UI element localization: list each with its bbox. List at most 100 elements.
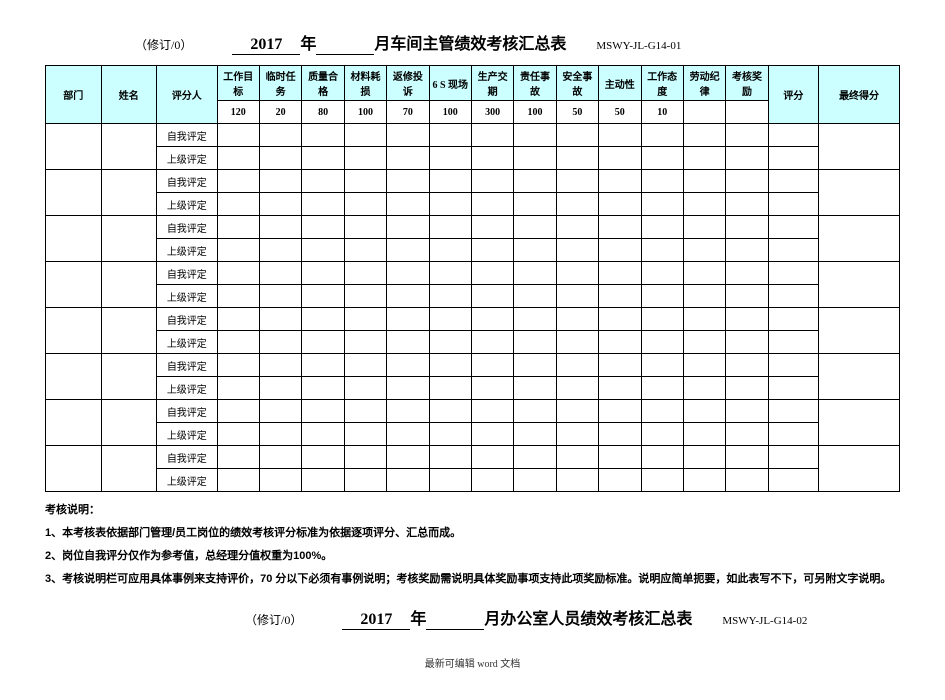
form-title-2: （修订/0） 2017 年 月办公室人员绩效考核汇总表 MSWY-JL-G14-… <box>155 605 900 630</box>
data-cell <box>217 285 259 308</box>
title-year-2: 2017 <box>342 611 410 630</box>
score-cell <box>768 308 818 331</box>
data-cell <box>471 124 513 147</box>
data-cell <box>514 147 556 170</box>
data-cell <box>344 446 386 469</box>
data-cell <box>302 262 344 285</box>
data-cell <box>259 193 301 216</box>
title-month-label-2: 月办公室人员绩效考核汇总表 <box>484 605 692 629</box>
data-cell <box>599 469 641 492</box>
final-cell <box>819 446 900 492</box>
data-cell <box>387 400 429 423</box>
data-cell <box>471 423 513 446</box>
data-cell <box>302 377 344 400</box>
data-cell <box>556 170 598 193</box>
data-cell <box>302 124 344 147</box>
data-cell <box>429 446 471 469</box>
data-cell <box>302 285 344 308</box>
score-cell <box>768 400 818 423</box>
data-cell <box>387 170 429 193</box>
data-cell <box>387 216 429 239</box>
data-cell <box>556 285 598 308</box>
data-cell <box>302 170 344 193</box>
data-cell <box>683 147 725 170</box>
dept-cell <box>46 124 102 170</box>
dept-cell <box>46 262 102 308</box>
score-cell <box>768 469 818 492</box>
data-cell <box>471 170 513 193</box>
data-cell <box>514 308 556 331</box>
data-cell <box>514 400 556 423</box>
header-metric: 考核奖励 <box>726 66 768 101</box>
data-cell <box>344 124 386 147</box>
data-cell <box>556 216 598 239</box>
data-cell <box>217 193 259 216</box>
weight-cell: 100 <box>514 101 556 124</box>
data-cell <box>387 147 429 170</box>
data-cell <box>259 216 301 239</box>
note-line: 1、本考核表依据部门管理/员工岗位的绩效考核评分标准为依据逐项评分、汇总而成。 <box>45 523 900 544</box>
rater-self-cell: 自我评定 <box>157 124 218 147</box>
rater-self-cell: 自我评定 <box>157 216 218 239</box>
data-cell <box>259 262 301 285</box>
data-cell <box>726 262 768 285</box>
form-title-1: （修订/0） 2017 年 月车间主管绩效考核汇总表 MSWY-JL-G14-0… <box>45 30 900 55</box>
weight-cell: 50 <box>556 101 598 124</box>
rater-superior-cell: 上级评定 <box>157 239 218 262</box>
weight-cell: 20 <box>259 101 301 124</box>
data-cell <box>217 400 259 423</box>
dept-cell <box>46 308 102 354</box>
data-cell <box>641 423 683 446</box>
data-cell <box>387 193 429 216</box>
data-cell <box>344 262 386 285</box>
data-cell <box>217 216 259 239</box>
data-cell <box>599 216 641 239</box>
data-cell <box>683 354 725 377</box>
weight-cell: 10 <box>641 101 683 124</box>
data-cell <box>471 331 513 354</box>
data-cell <box>217 469 259 492</box>
score-cell <box>768 147 818 170</box>
data-cell <box>259 308 301 331</box>
data-cell <box>599 400 641 423</box>
dept-cell <box>46 170 102 216</box>
data-cell <box>641 124 683 147</box>
data-cell <box>514 124 556 147</box>
data-cell <box>683 239 725 262</box>
final-cell <box>819 124 900 170</box>
data-cell <box>514 446 556 469</box>
header-score: 评分 <box>768 66 818 124</box>
data-cell <box>259 170 301 193</box>
data-cell <box>387 124 429 147</box>
data-cell <box>302 423 344 446</box>
score-cell <box>768 193 818 216</box>
name-cell <box>101 354 157 400</box>
header-metric: 主动性 <box>599 66 641 101</box>
data-cell <box>429 377 471 400</box>
rater-self-cell: 自我评定 <box>157 354 218 377</box>
data-cell <box>429 423 471 446</box>
header-metric: 工作态度 <box>641 66 683 101</box>
data-cell <box>683 469 725 492</box>
data-cell <box>429 285 471 308</box>
data-cell <box>471 354 513 377</box>
data-cell <box>259 147 301 170</box>
data-cell <box>599 308 641 331</box>
data-cell <box>259 354 301 377</box>
weight-cell: 120 <box>217 101 259 124</box>
data-cell <box>514 354 556 377</box>
data-cell <box>599 285 641 308</box>
data-cell <box>344 423 386 446</box>
data-cell <box>344 216 386 239</box>
data-cell <box>302 308 344 331</box>
table-body: 自我评定上级评定自我评定上级评定自我评定上级评定自我评定上级评定自我评定上级评定… <box>46 124 900 492</box>
data-cell <box>387 469 429 492</box>
data-cell <box>599 377 641 400</box>
score-cell <box>768 423 818 446</box>
name-cell <box>101 124 157 170</box>
data-cell <box>429 469 471 492</box>
rater-superior-cell: 上级评定 <box>157 285 218 308</box>
score-cell <box>768 446 818 469</box>
header-metric: 生产交期 <box>471 66 513 101</box>
score-cell <box>768 216 818 239</box>
